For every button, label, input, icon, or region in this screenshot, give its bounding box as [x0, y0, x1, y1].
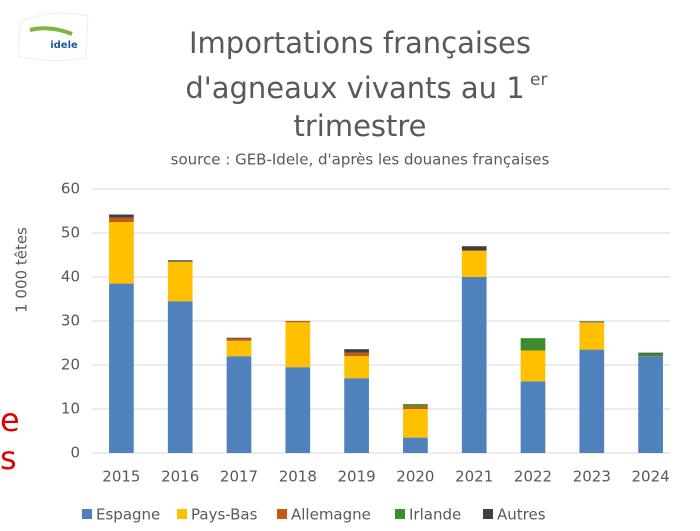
subtitle: source : GEB-Idele, d'après les douanes …	[171, 151, 550, 169]
x-tick-label: 2022	[514, 468, 552, 486]
bar-segment	[285, 367, 311, 453]
bar-segment	[167, 301, 193, 453]
bar-segment	[167, 261, 193, 302]
logo-text: idele	[50, 40, 78, 51]
x-tick-label: 2016	[161, 468, 199, 486]
legend-label: Irlande	[409, 506, 461, 524]
bar-segment	[403, 437, 428, 453]
bar-segment	[344, 349, 369, 353]
bar-segment	[403, 404, 428, 407]
bar-segment	[638, 356, 663, 453]
annotation: e	[0, 401, 20, 439]
bar-segment	[579, 321, 605, 323]
x-tick-label: 2015	[102, 468, 140, 486]
bar-segment	[109, 217, 134, 222]
bar-segment	[109, 222, 134, 284]
bar-segment	[226, 340, 252, 357]
y-tick-label: 40	[61, 268, 80, 286]
bar-segment	[344, 356, 369, 379]
bar-segment	[461, 277, 487, 453]
bar-segment	[579, 349, 605, 453]
bar-segment	[579, 322, 605, 350]
x-tick-label: 2021	[455, 468, 493, 486]
y-tick-label: 30	[61, 312, 80, 330]
title-superscript: er	[530, 70, 547, 90]
bar-segment	[226, 337, 252, 339]
bar-segment	[344, 352, 369, 357]
title-line: d'agneaux vivants au 1	[185, 71, 524, 105]
y-tick-label: 60	[61, 180, 80, 198]
logo-swoosh	[29, 26, 73, 36]
y-axis-label: 1 000 têtes	[13, 227, 31, 313]
logo: idele	[17, 12, 89, 62]
bar-segment	[638, 352, 663, 354]
x-tick-label: 2024	[632, 468, 670, 486]
bar-segment	[226, 338, 252, 341]
legend-swatch	[483, 509, 493, 519]
bar-segment	[109, 283, 134, 453]
legend-swatch	[277, 509, 287, 519]
y-tick-label: 0	[70, 444, 80, 462]
bar-segment	[461, 246, 487, 251]
bar-segment	[344, 378, 369, 453]
x-tick-label: 2019	[338, 468, 376, 486]
legend-label: Allemagne	[291, 506, 371, 524]
legend-label: Espagne	[96, 506, 160, 524]
bar-segment	[285, 322, 311, 368]
bar-segment	[461, 250, 487, 277]
x-tick-label: 2020	[396, 468, 434, 486]
legend-swatch	[82, 509, 92, 519]
title-line: Importations françaises	[189, 26, 531, 60]
y-tick-label: 10	[61, 400, 80, 418]
bar-segment	[403, 409, 428, 438]
bar-segment	[109, 214, 134, 218]
bar-segment	[520, 381, 546, 453]
bar-segment	[403, 406, 428, 409]
y-tick-label: 50	[61, 224, 80, 242]
legend-swatch	[177, 509, 187, 519]
bar-segment	[520, 338, 546, 351]
logo-shape	[17, 12, 89, 62]
legend-label: Autres	[497, 506, 546, 524]
legend-label: Pays-Bas	[191, 506, 258, 524]
x-tick-label: 2018	[279, 468, 317, 486]
legend-swatch	[395, 509, 405, 519]
bar-segment	[226, 356, 252, 453]
annotation: s	[0, 439, 17, 477]
y-tick-label: 20	[61, 356, 80, 374]
x-tick-label: 2023	[573, 468, 611, 486]
bar-segment	[520, 350, 546, 382]
bar-segment	[167, 260, 193, 262]
bar-segment	[638, 353, 663, 357]
x-tick-label: 2017	[220, 468, 258, 486]
bar-segment	[285, 321, 311, 323]
title-line: trimestre	[293, 109, 426, 143]
